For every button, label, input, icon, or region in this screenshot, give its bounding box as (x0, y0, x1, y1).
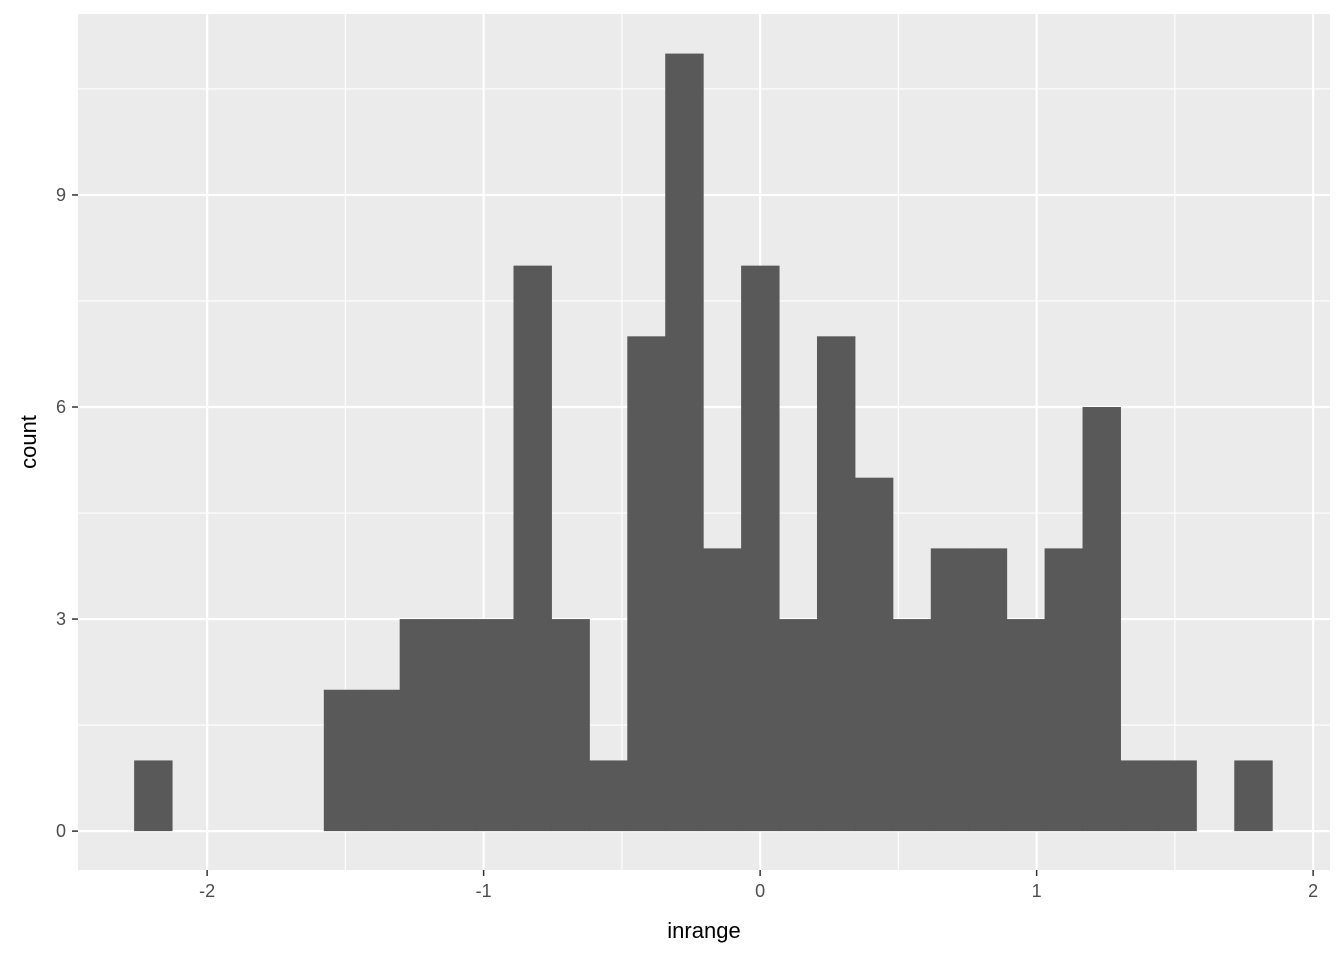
histogram-bar (1044, 548, 1084, 832)
y-axis: 0 3 6 9 (56, 185, 78, 841)
histogram-bar (1234, 760, 1273, 832)
histogram-bar (665, 53, 704, 832)
histogram-bar (741, 265, 780, 832)
histogram-bar (589, 760, 628, 832)
x-tick-label: 2 (1308, 881, 1318, 901)
histogram-bar (475, 619, 514, 832)
histogram-bar (703, 548, 742, 832)
histogram-bar (1082, 407, 1121, 832)
histogram-bar (361, 689, 401, 832)
histogram-bar (816, 336, 856, 832)
bars (134, 53, 1273, 832)
histogram-bar (854, 477, 894, 832)
y-tick-label: 3 (56, 609, 66, 629)
y-tick-label: 9 (56, 185, 66, 205)
minor-gridlines (78, 14, 1330, 870)
histogram-bar (134, 760, 173, 832)
x-tick-label: 1 (1032, 881, 1042, 901)
y-axis-title: count (16, 415, 41, 469)
histogram-bar (1120, 760, 1159, 832)
histogram-bar (627, 336, 666, 832)
histogram-bar (892, 619, 932, 832)
histogram-bar (930, 548, 970, 832)
x-tick-label: -2 (199, 881, 215, 901)
histogram-bar (513, 265, 552, 832)
x-tick-label: 0 (755, 881, 765, 901)
histogram-bar (968, 548, 1008, 832)
histogram-bar (1158, 760, 1197, 832)
histogram-bar (779, 619, 818, 832)
x-axis: -2 -1 0 1 2 (199, 870, 1318, 901)
histogram-bar (323, 689, 363, 832)
histogram-bar (437, 619, 477, 832)
histogram-bar (551, 619, 590, 832)
y-tick-label: 0 (56, 821, 66, 841)
histogram-bar (1006, 619, 1046, 832)
x-tick-label: -1 (476, 881, 492, 901)
x-axis-title: inrange (667, 918, 740, 943)
y-tick-label: 6 (56, 397, 66, 417)
histogram-bar (399, 619, 439, 832)
